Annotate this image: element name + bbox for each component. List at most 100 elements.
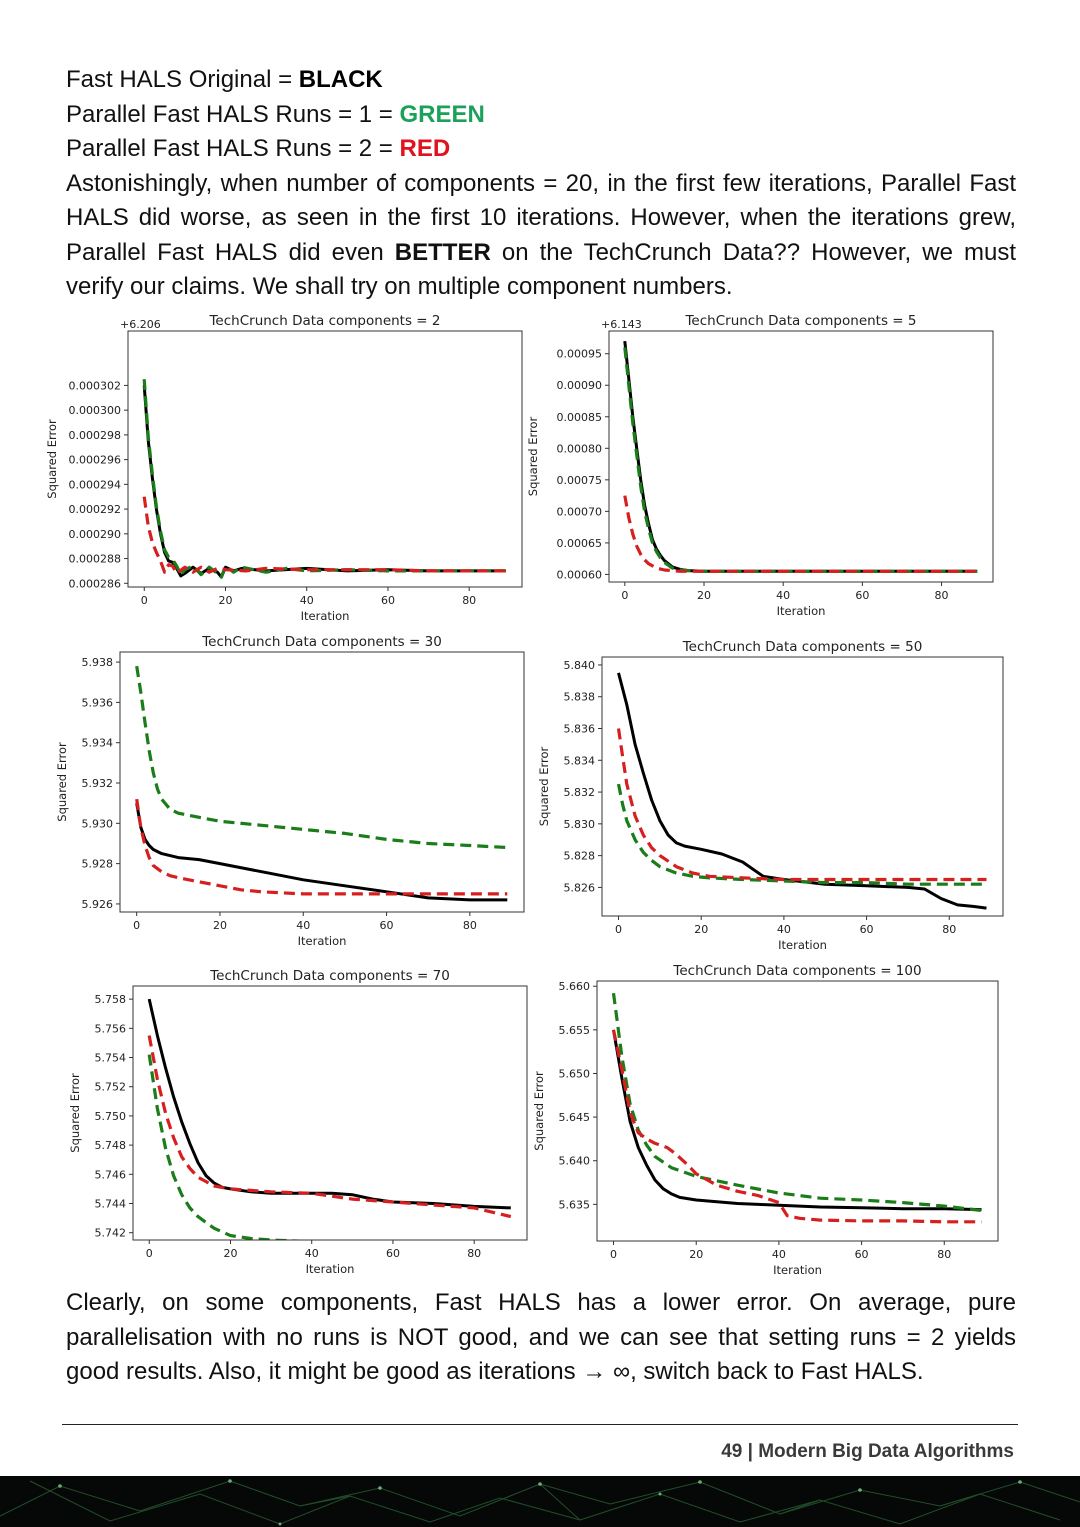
chart-0-plot-area xyxy=(142,379,506,579)
chart-0-series-black-line xyxy=(142,385,506,579)
chart-2-title: TechCrunch Data components = 30 xyxy=(201,634,442,650)
legend-line-green: Parallel Fast HALS Runs = 1 = GREEN xyxy=(66,98,1016,133)
chart-2-xlabel: Iteration xyxy=(298,934,347,948)
chart-0-ytick-label: 0.000298 xyxy=(69,429,122,442)
chart-4-series-green-line xyxy=(147,1054,315,1240)
legend-line-red-text: Parallel Fast HALS Runs = 2 = xyxy=(66,135,400,162)
chart-3-ytick-label: 5.826 xyxy=(564,881,596,894)
chart-components-70: 0 20 40 60 80 5.742 5.744 5.746 5.748 5.750 5.752 5… xyxy=(60,962,540,1282)
chart-5-ytick-label: 5.635 xyxy=(559,1198,591,1211)
chart-4-ytick-label: 5.758 xyxy=(95,993,127,1006)
chart-3-ytick-label: 5.828 xyxy=(564,850,596,863)
chart-1-ylabel: Squared Error xyxy=(526,416,540,496)
chart-components-100: 0 20 40 60 80 5.635 5.640 5.645 5.650 5.655 5.660 T… xyxy=(530,957,1010,1282)
chart-5-xtick-label: 40 xyxy=(772,1248,786,1261)
conclusion-block: Clearly, on some components, Fast HALS h… xyxy=(66,1286,1016,1390)
chart-2-ytick-label: 5.930 xyxy=(82,817,114,830)
chart-4-series-black-line xyxy=(147,998,511,1210)
chart-4-title: TechCrunch Data components = 70 xyxy=(209,968,450,984)
chart-2-ytick-label: 5.928 xyxy=(82,858,114,871)
chart-svg-30: 0 20 40 60 80 5.926 5.928 5.930 5.932 5.934 5.936 5… xyxy=(55,634,525,948)
chart-components-50: 0 20 40 60 80 5.826 5.828 5.830 5.832 5.834 5.836 5… xyxy=(530,630,1010,960)
chart-3-xtick-label: 40 xyxy=(777,923,791,936)
chart-1-frame xyxy=(608,330,994,583)
chart-4-series-red-line xyxy=(147,1035,512,1219)
chart-2-ytick-label: 5.932 xyxy=(82,777,114,790)
chart-1-ytick-label: 0.00090 xyxy=(557,379,603,392)
legend-line-black-text: Fast HALS Original = xyxy=(66,66,299,93)
chart-3-ytick-label: 5.834 xyxy=(564,754,596,767)
chart-3-frame xyxy=(601,656,1004,917)
chart-0-xtick-label: 40 xyxy=(300,594,314,607)
chart-2-series-green-line xyxy=(135,665,508,850)
chart-4-ytick-label: 5.748 xyxy=(95,1139,127,1152)
chart-svg-50: 0 20 40 60 80 5.826 5.828 5.830 5.832 5.834 5.836 5… xyxy=(537,639,1004,952)
chart-2-ytick-label: 5.936 xyxy=(82,696,114,709)
chart-4-ytick-label: 5.746 xyxy=(95,1168,127,1181)
intro-bold-better: BETTER xyxy=(394,238,491,266)
chart-0-series-green-line xyxy=(142,379,506,579)
legend-line-black: Fast HALS Original = BLACK xyxy=(66,63,1016,98)
chart-4-xtick-label: 80 xyxy=(467,1247,481,1260)
chart-5-xtick-label: 0 xyxy=(610,1248,617,1261)
chart-svg-2: 0 20 40 60 80 0.000286 0.000288 0.000290 0.00029… xyxy=(45,313,523,623)
chart-0-ytick-label: 0.000302 xyxy=(69,379,122,392)
chart-1-series-red-line xyxy=(623,495,978,573)
chart-4-ytick-label: 5.756 xyxy=(95,1022,127,1035)
chart-5-plot-area xyxy=(611,992,982,1224)
chart-3-ytick-label: 5.840 xyxy=(564,659,596,672)
chart-5-ylabel: Squared Error xyxy=(532,1071,546,1151)
chart-5-series-green-line xyxy=(611,992,982,1213)
chart-5-ytick-label: 5.645 xyxy=(559,1111,591,1124)
chart-3-xlabel: Iteration xyxy=(778,938,827,952)
chart-4-xtick-label: 60 xyxy=(386,1247,400,1260)
chart-5-xtick-label: 60 xyxy=(855,1248,869,1261)
chart-5-xtick-label: 20 xyxy=(689,1248,703,1261)
legend-text-block: Fast HALS Original = BLACK Parallel Fast… xyxy=(66,63,1016,305)
legend-keyword-black: BLACK xyxy=(298,66,383,93)
chart-0-ytick-label: 0.000292 xyxy=(69,503,122,516)
chart-3-plot-area xyxy=(616,672,987,910)
network-decoration-icon xyxy=(0,1479,1080,1526)
chart-5-ytick-label: 5.660 xyxy=(559,980,591,993)
chart-3-series-green-line xyxy=(616,783,987,886)
chart-4-ytick-label: 5.752 xyxy=(95,1081,127,1094)
chart-0-ytick-label: 0.000286 xyxy=(69,577,122,590)
chart-0-axis-offset: +6.206 xyxy=(120,318,161,331)
chart-0-frame xyxy=(127,330,523,588)
chart-5-xtick-label: 80 xyxy=(937,1248,951,1261)
chart-4-xlabel: Iteration xyxy=(306,1262,355,1276)
chart-2-xtick-label: 40 xyxy=(296,919,310,932)
chart-4-xtick-label: 40 xyxy=(305,1247,319,1260)
chart-3-xtick-label: 20 xyxy=(694,923,708,936)
chart-1-xtick-label: 80 xyxy=(935,589,949,602)
chart-2-ytick-label: 5.938 xyxy=(82,656,114,669)
chart-1-xtick-label: 40 xyxy=(776,589,790,602)
chart-1-ytick-label: 0.00075 xyxy=(557,474,603,487)
chart-1-ytick-label: 0.00060 xyxy=(557,568,603,581)
chart-4-ytick-label: 5.744 xyxy=(95,1198,127,1211)
chart-1-xtick-label: 60 xyxy=(855,589,869,602)
chart-5-ytick-label: 5.650 xyxy=(559,1067,591,1080)
chart-2-ytick-label: 5.934 xyxy=(82,737,114,750)
chart-2-plot-area xyxy=(135,665,508,902)
chart-2-frame xyxy=(119,651,525,913)
chart-1-ytick-label: 0.00065 xyxy=(557,537,603,550)
chart-0-xtick-label: 80 xyxy=(462,594,476,607)
chart-3-ytick-label: 5.832 xyxy=(564,786,596,799)
chart-3-series-red-line xyxy=(616,728,987,882)
chart-2-xtick-label: 80 xyxy=(463,919,477,932)
chart-2-ylabel: Squared Error xyxy=(55,742,69,822)
chart-4-plot-area xyxy=(147,998,512,1240)
chart-5-ytick-label: 5.655 xyxy=(559,1024,591,1037)
chart-3-ytick-label: 5.836 xyxy=(564,723,596,736)
chart-5-series-red-line xyxy=(611,1029,982,1224)
chart-3-ylabel: Squared Error xyxy=(537,746,551,826)
chart-0-series-red-line xyxy=(142,496,506,575)
chart-5-xlabel: Iteration xyxy=(773,1263,822,1277)
conclusion-paragraph: Clearly, on some components, Fast HALS h… xyxy=(66,1289,1016,1385)
chart-2-series-black-line xyxy=(135,802,508,902)
chart-0-xtick-label: 0 xyxy=(141,594,148,607)
legend-line-red: Parallel Fast HALS Runs = 2 = RED xyxy=(66,132,1016,167)
chart-1-series-green-line xyxy=(623,347,978,573)
